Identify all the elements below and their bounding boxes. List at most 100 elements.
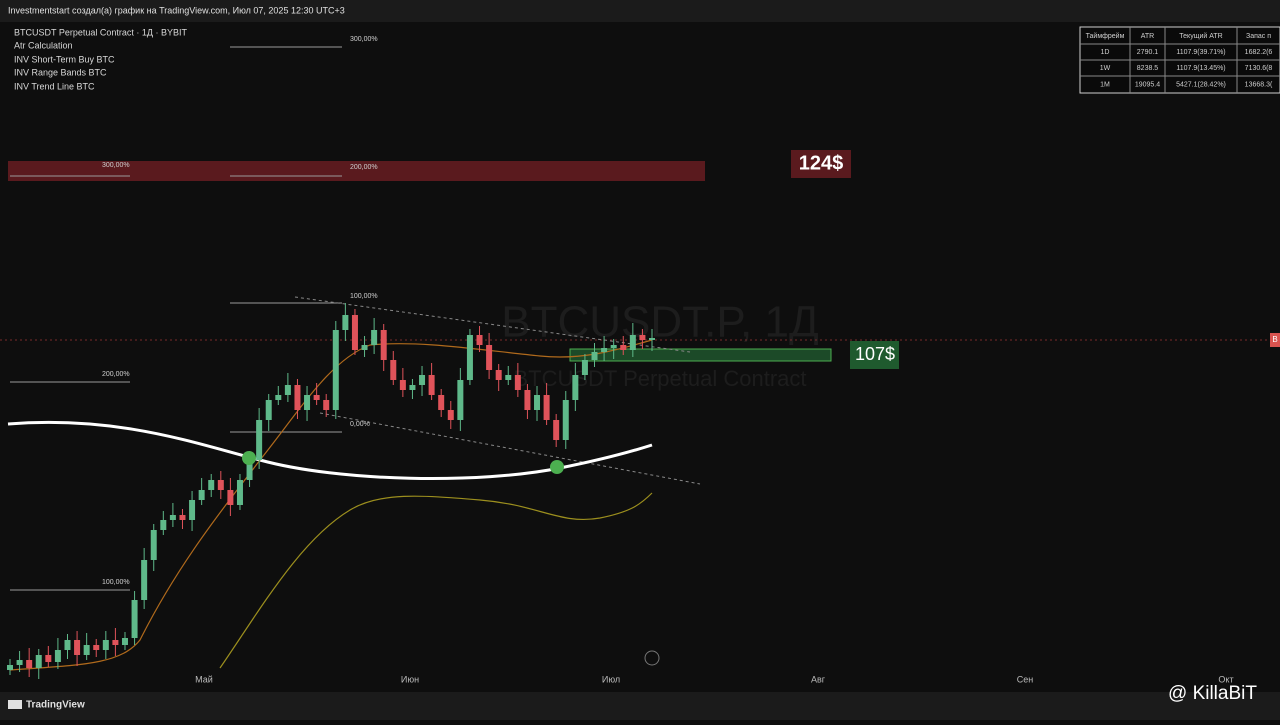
channel-line [294,296,691,353]
support-zone [569,348,832,362]
candle-body [150,530,157,560]
trend-line [7,420,653,480]
lower-band [219,492,653,669]
table-header: Запас п [1246,33,1271,40]
candle-body [543,395,550,420]
candle-body [380,330,387,360]
legend-item: INV Short-Term Buy BTC [14,54,115,64]
candle-body [438,395,445,410]
x-axis-label: Май [195,674,213,684]
candles [7,303,655,679]
candle-body [581,360,588,375]
brand[interactable]: TradingView [26,700,85,711]
table-cell: 8238.5 [1137,65,1159,72]
candle-body [141,560,148,600]
level-label: 300,00% [102,162,130,169]
legend: BTCUSDT Perpetual Contract · 1Д · BYBIT … [14,27,187,91]
candle-body [486,345,493,370]
candle-body [428,375,435,395]
candle-body [553,420,560,440]
candle-body [591,352,598,360]
table-cell: 7130.6(8 [1245,65,1273,72]
level-lines [10,46,342,591]
replay-icon[interactable] [644,650,660,666]
candle-body [390,360,397,380]
level-label: 200,00% [350,164,378,171]
candle-body [466,335,473,380]
atr-table: Таймфрейм ATR Текущий ATR Запас п 1D 2790.1 11… [1079,26,1280,94]
candle-body [409,385,416,390]
candle-body [275,395,282,400]
table-header: Текущий ATR [1179,32,1222,40]
table-cell: 1682.2(6 [1245,49,1273,56]
watermark-name: BTCUSDT Perpetual Contract [513,366,806,391]
candle-body [208,480,215,490]
table-cell: 1107.9(13.45%) [1176,65,1225,72]
table-cell: 5427.1(28.42%) [1176,81,1226,88]
candle-body [7,665,13,670]
candle-body [246,460,253,480]
x-axis-label: Авг [811,674,826,684]
table-header: ATR [1141,33,1154,40]
table-cell: 1W [1100,65,1111,72]
candle-body [361,345,368,350]
table-cell: 1107.9(39.71%) [1176,49,1225,56]
level-label: 100,00% [102,579,130,586]
candle-body [562,400,569,440]
candle-body [74,640,81,655]
top-bar [0,0,1280,22]
table-header: Таймфрейм [1086,32,1125,40]
candle-body [169,515,176,520]
header-text: Investmentstart создал(а) график на Trad… [8,5,345,15]
x-axis-label: Июл [602,674,620,684]
candle-body [447,410,454,420]
candle-body [179,515,186,520]
candle-body [620,345,627,350]
level-label: 100,00% [350,293,378,300]
candle-body [323,400,330,410]
table-cell: 1M [1100,81,1110,88]
legend-item: INV Trend Line BTC [14,81,95,91]
candle-body [83,645,90,655]
candle-body [399,380,406,390]
candle-body [342,315,349,330]
candle-body [198,490,205,500]
candle-body [505,375,512,380]
candle-body [45,655,52,662]
table-cell: 1D [1101,49,1110,56]
table-cell: 2790.1 [1137,49,1159,56]
price-tag [791,150,851,178]
candle-body [572,375,579,400]
candle-body [93,645,100,650]
candle-body [54,650,61,662]
level-label: 0,00% [350,421,370,428]
right-marker [1270,333,1280,347]
level-label: 300,00% [350,36,378,43]
x-axis-label: Сен [1017,674,1034,684]
candle-body [131,600,138,638]
candle-body [534,395,541,410]
channel-line [319,412,701,485]
table-cell: 13668.3( [1245,81,1273,88]
legend-item: BTCUSDT Perpetual Contract · 1Д · BYBIT [14,27,187,37]
price-tag-text: 124$ [799,152,844,174]
candle-body [102,640,109,650]
candle-body [419,375,426,385]
candle-body [351,315,358,350]
legend-item: Atr Calculation [14,40,73,50]
candle-body [112,640,119,645]
resistance-zone [8,161,705,181]
candle-body [227,490,234,505]
candle-body [476,335,483,345]
candle-body [64,640,71,650]
candle-body [601,348,608,352]
candle-body [332,330,339,410]
candle-body [256,420,263,460]
candle-body [524,390,531,410]
candle-body [160,520,167,530]
watermark-symbol: BTCUSDT.P, 1Д [501,298,819,347]
candle-body [495,370,502,380]
right-marker-text: B [1272,335,1277,344]
